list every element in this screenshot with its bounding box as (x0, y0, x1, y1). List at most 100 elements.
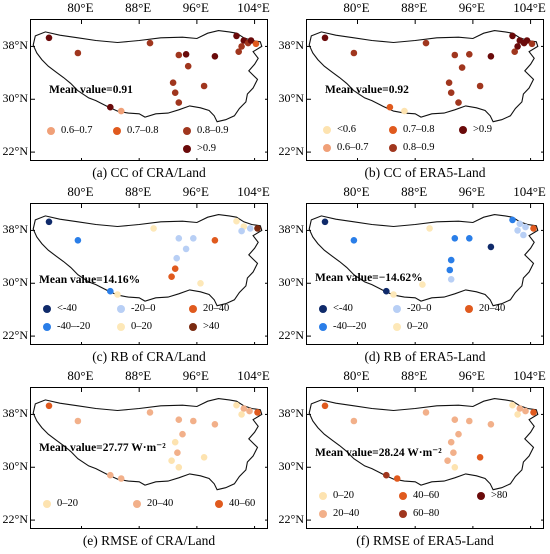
lat-tick-label: 22°N (2, 328, 28, 343)
lat-tick-label: 22°N (278, 328, 304, 343)
station-point (246, 225, 254, 232)
map-frame: Mean value=−14.62% <-40 -20–0 20–40 -40–-20 0… (306, 203, 544, 345)
station-point (511, 48, 518, 55)
legend-swatch (477, 491, 485, 500)
station-point (197, 280, 204, 287)
plateau-boundary (308, 398, 539, 491)
station-point (74, 237, 82, 244)
legend-swatch (459, 125, 467, 134)
map-frame: Mean value=0.91 0.6–0.7 0.7–0.8 0.8–0.9 >0.9 (30, 19, 268, 161)
lon-tick-label: 88°E (125, 184, 152, 199)
lon-tick-label: 88°E (401, 368, 428, 383)
lon-tick-label: 104°E (237, 368, 270, 383)
legend-swatch (323, 143, 331, 152)
legend-swatch (393, 304, 401, 313)
legend-label: 0.6–0.7 (61, 125, 93, 136)
lat-tick-label: 38°N (278, 38, 304, 53)
station-point (451, 235, 459, 242)
station-point (455, 430, 462, 438)
station-point (190, 417, 197, 425)
legend-swatch (393, 322, 401, 331)
lon-tick-label: 96°E (458, 184, 485, 199)
station-point (476, 454, 484, 461)
lon-tick-label: 96°E (182, 0, 209, 15)
station-point (528, 40, 536, 48)
station-point (247, 37, 255, 44)
legend-item: 20–40 (465, 303, 505, 314)
legend-item: 20–40 (319, 508, 359, 519)
legend-swatch (189, 304, 197, 313)
station-point (466, 417, 473, 425)
legend-swatch (117, 322, 125, 331)
map-canvas (307, 204, 543, 344)
station-point (168, 273, 175, 280)
lat-tick-label: 22°N (2, 512, 28, 527)
station-point (487, 243, 495, 251)
plateau-boundary (32, 30, 263, 123)
station-point (390, 291, 397, 298)
legend-label: >0.9 (473, 124, 493, 135)
station-point (184, 62, 192, 70)
legend-swatch (399, 509, 407, 518)
lon-tick-label: 96°E (182, 368, 209, 383)
lat-tick-label: 30°N (278, 275, 304, 290)
station-point (175, 235, 183, 242)
lon-tick-label: 96°E (458, 0, 485, 15)
lon-tick-label: 104°E (513, 368, 546, 383)
station-point (175, 51, 183, 59)
legend-item: 0–20 (117, 321, 152, 332)
station-point (426, 225, 433, 232)
lat-tick-label: 38°N (278, 222, 304, 237)
lon-tick-label: 88°E (125, 0, 152, 15)
station-point (393, 475, 401, 482)
legend-label: 0–20 (57, 498, 78, 509)
legend-swatch (183, 126, 191, 135)
plateau-boundary (308, 214, 539, 307)
legend-label: 0.7–0.8 (127, 125, 159, 136)
panel-caption: (c) RB of CRA/Land (92, 349, 206, 364)
legend-label: 40–60 (229, 498, 256, 509)
station-point (451, 416, 459, 423)
station-point (173, 254, 180, 262)
map-canvas (31, 20, 267, 160)
map-panel: 80°E 88°E 96°E 104°E 38°N 30°N 22°N Mean value=… (276, 0, 546, 184)
station-point (171, 438, 179, 446)
station-point (458, 64, 466, 71)
legend-swatch (47, 126, 55, 135)
legend-item: 60–80 (399, 508, 439, 519)
station-point (233, 401, 240, 409)
lon-tick-label: 80°E (67, 0, 94, 15)
station-point (179, 430, 186, 438)
station-point (516, 220, 524, 228)
station-point (117, 475, 125, 482)
station-point (530, 225, 537, 232)
map-panel: 80°E 88°E 96°E 104°E 38°N 30°N 22°N Mean value=… (0, 184, 270, 368)
legend-swatch (389, 143, 397, 152)
station-point (168, 457, 175, 464)
map-frame: Mean value=14.16% <-40 -20–0 20–40 -40–-20 0–… (30, 203, 268, 345)
lat-tick-label: 30°N (278, 91, 304, 106)
legend-label: >40 (203, 321, 220, 332)
lat-tick-label: 38°N (278, 406, 304, 421)
panel-caption: (f) RMSE of ERA5-Land (356, 533, 494, 548)
lat-tick-label: 38°N (2, 406, 28, 421)
legend-item: <-40 (43, 303, 77, 314)
station-point (520, 231, 527, 239)
plateau-boundary (32, 214, 263, 307)
legend-label: -40–-20 (333, 321, 367, 332)
legend-item: 0–20 (319, 490, 354, 501)
station-point (171, 89, 179, 96)
legend-item: 0–20 (393, 321, 428, 332)
station-point (74, 417, 82, 425)
lon-tick-label: 80°E (343, 368, 370, 383)
legend-item: 0.8–0.9 (183, 125, 229, 136)
legend-item: <0.6 (323, 124, 356, 135)
station-point (190, 235, 197, 242)
legend-swatch (389, 125, 397, 134)
station-point (466, 51, 473, 58)
map-panel: 80°E 88°E 96°E 104°E 38°N 30°N 22°N Mean value=… (276, 184, 546, 368)
station-point (254, 225, 261, 232)
legend-label: 20–40 (147, 498, 174, 509)
lon-tick-label: 104°E (513, 0, 546, 15)
station-point (514, 43, 521, 50)
